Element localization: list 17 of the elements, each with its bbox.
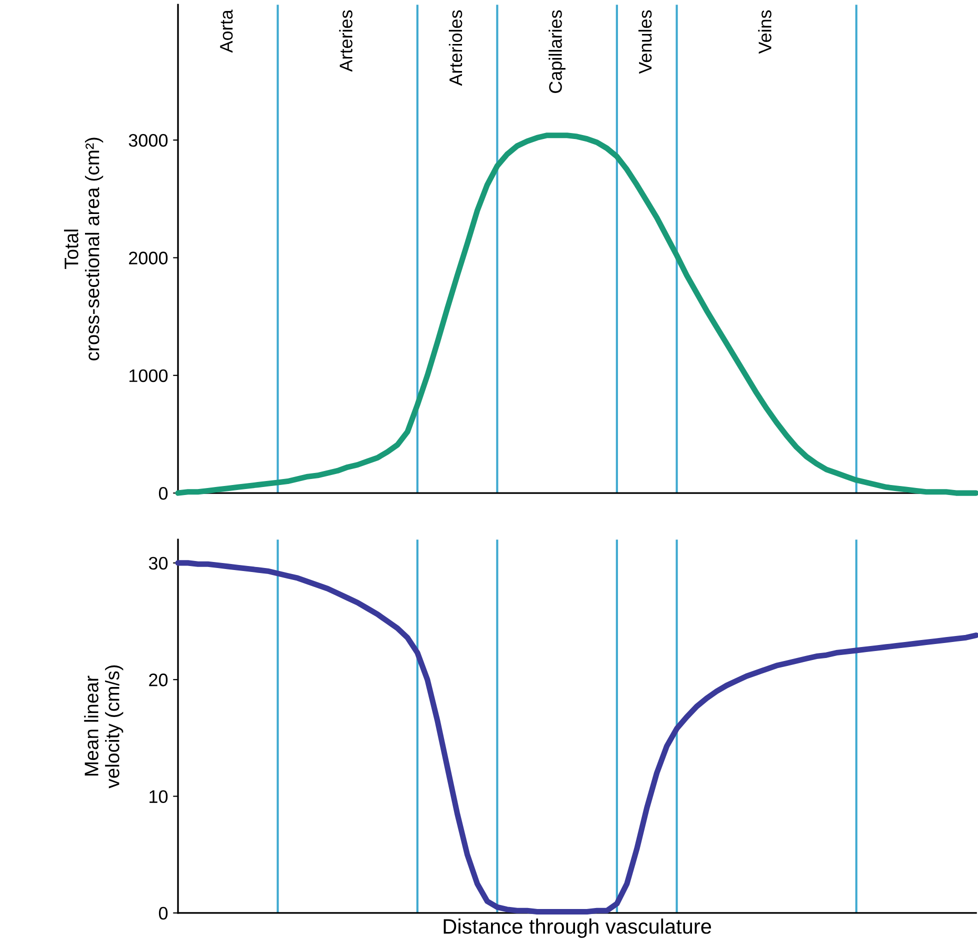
x-tick-label: Aorta bbox=[220, 10, 233, 53]
x-axis-title: Distance through vasculature bbox=[444, 918, 712, 938]
x-tick-label: Venules bbox=[638, 10, 652, 74]
y-tick-label: 1000 bbox=[129, 369, 168, 382]
y-axis-title: Total cross-sectional area (cm²) bbox=[64, 138, 104, 360]
x-tick-label: Veins bbox=[758, 10, 772, 54]
y-tick-label: 20 bbox=[149, 674, 168, 686]
x-tick-label: Capillaries bbox=[548, 10, 566, 94]
y-tick-label: 0 bbox=[158, 486, 168, 500]
y-tick-label: 3000 bbox=[128, 134, 168, 147]
y-axis-title: Mean linear velocity (cm/s) bbox=[84, 665, 124, 788]
y-tick-label: 2000 bbox=[129, 252, 168, 264]
y-tick-label: 0 bbox=[158, 906, 168, 920]
y-tick-label: 10 bbox=[150, 790, 168, 803]
y-tick-label: 30 bbox=[148, 556, 168, 570]
x-tick-label: Arteries bbox=[339, 10, 352, 72]
x-tick-label: Arterioles bbox=[448, 10, 462, 86]
